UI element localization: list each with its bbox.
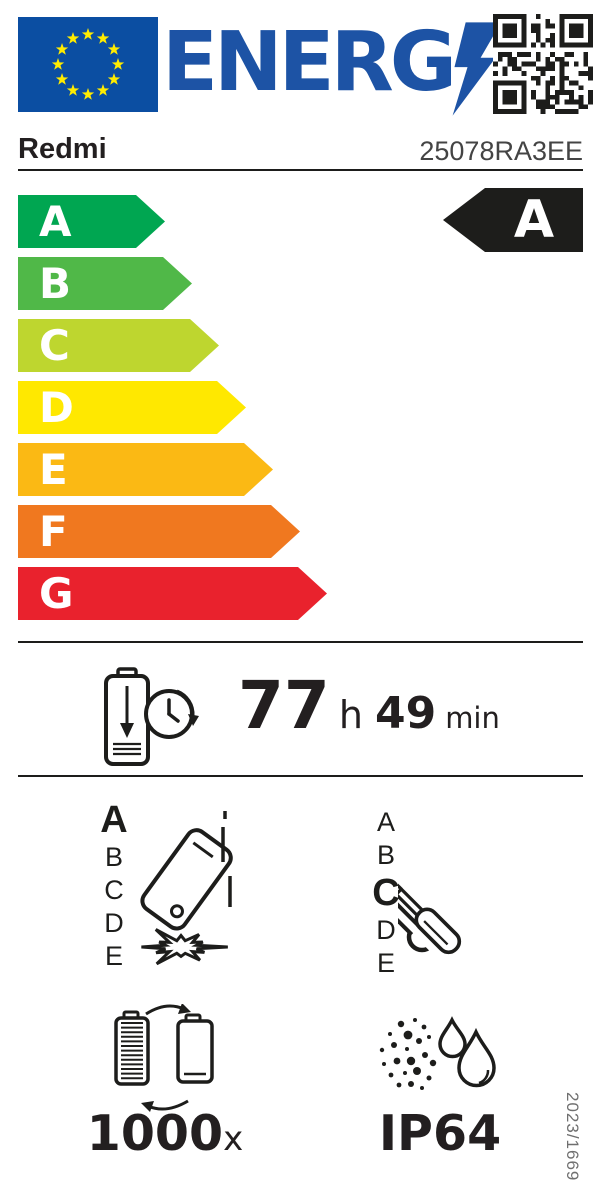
class-letter: C [104, 875, 124, 905]
class-letter: C [372, 872, 400, 914]
eu-flag-stars [51, 28, 125, 100]
endurance-hours-unit: h [338, 693, 363, 737]
free-fall-class-list: A B C D E [94, 799, 134, 973]
class-letter: A [100, 799, 128, 841]
class-letter: D [104, 908, 124, 938]
class-letter: E [104, 941, 123, 971]
class-letter: A [376, 807, 395, 837]
rated-class-arrow: A [443, 188, 583, 252]
cycles-value: 1000 [86, 1105, 224, 1162]
rated-class-letter: A [513, 190, 555, 250]
regulation-reference: 2023/1669 [563, 1092, 582, 1182]
class-letter: D [376, 915, 396, 945]
scale-arrow-label: D [39, 383, 74, 432]
scale-arrow-b: B [18, 257, 192, 310]
qr-code-icon [493, 14, 593, 114]
energy-class-scale: A B C D E F G [18, 195, 327, 629]
dust-water-protection-icon [379, 1016, 496, 1090]
header-divider [18, 169, 583, 171]
wrench-screwdriver-icon [398, 869, 462, 955]
model-number: 25078RA3EE [419, 136, 583, 166]
endurance-minutes: 49 [374, 688, 437, 739]
endurance-minutes-unit: min [445, 701, 500, 735]
scale-arrow-label: A [39, 197, 72, 246]
energ-logo: ENERG [162, 15, 457, 110]
scale-arrow-label: C [39, 321, 70, 370]
scale-arrow-label: E [39, 445, 68, 494]
class-letter: B [376, 840, 395, 870]
class-letter: E [376, 948, 395, 978]
scale-arrow-label: B [39, 259, 72, 308]
scale-arrow-label: G [39, 569, 74, 618]
ip-rating-value: IP64 [378, 1105, 502, 1162]
scale-arrow-g: G [18, 567, 327, 620]
scale-arrow-a: A [18, 195, 165, 248]
scale-arrow-c: C [18, 319, 219, 372]
scale-arrow-d: D [18, 381, 246, 434]
battery-discharge-time-icon [104, 667, 199, 766]
section-divider [18, 775, 583, 777]
dust-particles [379, 1018, 437, 1090]
falling-phone-icon [140, 811, 233, 966]
eu-flag [18, 17, 158, 112]
section-divider [18, 641, 583, 643]
battery-endurance-value: 77 h 49 min [238, 664, 568, 748]
class-letter: B [104, 842, 123, 872]
battery-charge-cycles-icon [114, 1004, 214, 1112]
lightning-bolt-icon [452, 22, 502, 116]
endurance-hours: 77 [238, 667, 330, 744]
scale-arrow-label: F [39, 507, 68, 556]
scale-arrow-e: E [18, 443, 273, 496]
repairability-class-list: A B C D E [366, 806, 406, 980]
scale-arrow-f: F [18, 505, 300, 558]
battery-cycles-value: 1000x [50, 1108, 280, 1171]
cycles-unit: x [223, 1119, 244, 1159]
brand-name: Redmi [18, 133, 107, 165]
